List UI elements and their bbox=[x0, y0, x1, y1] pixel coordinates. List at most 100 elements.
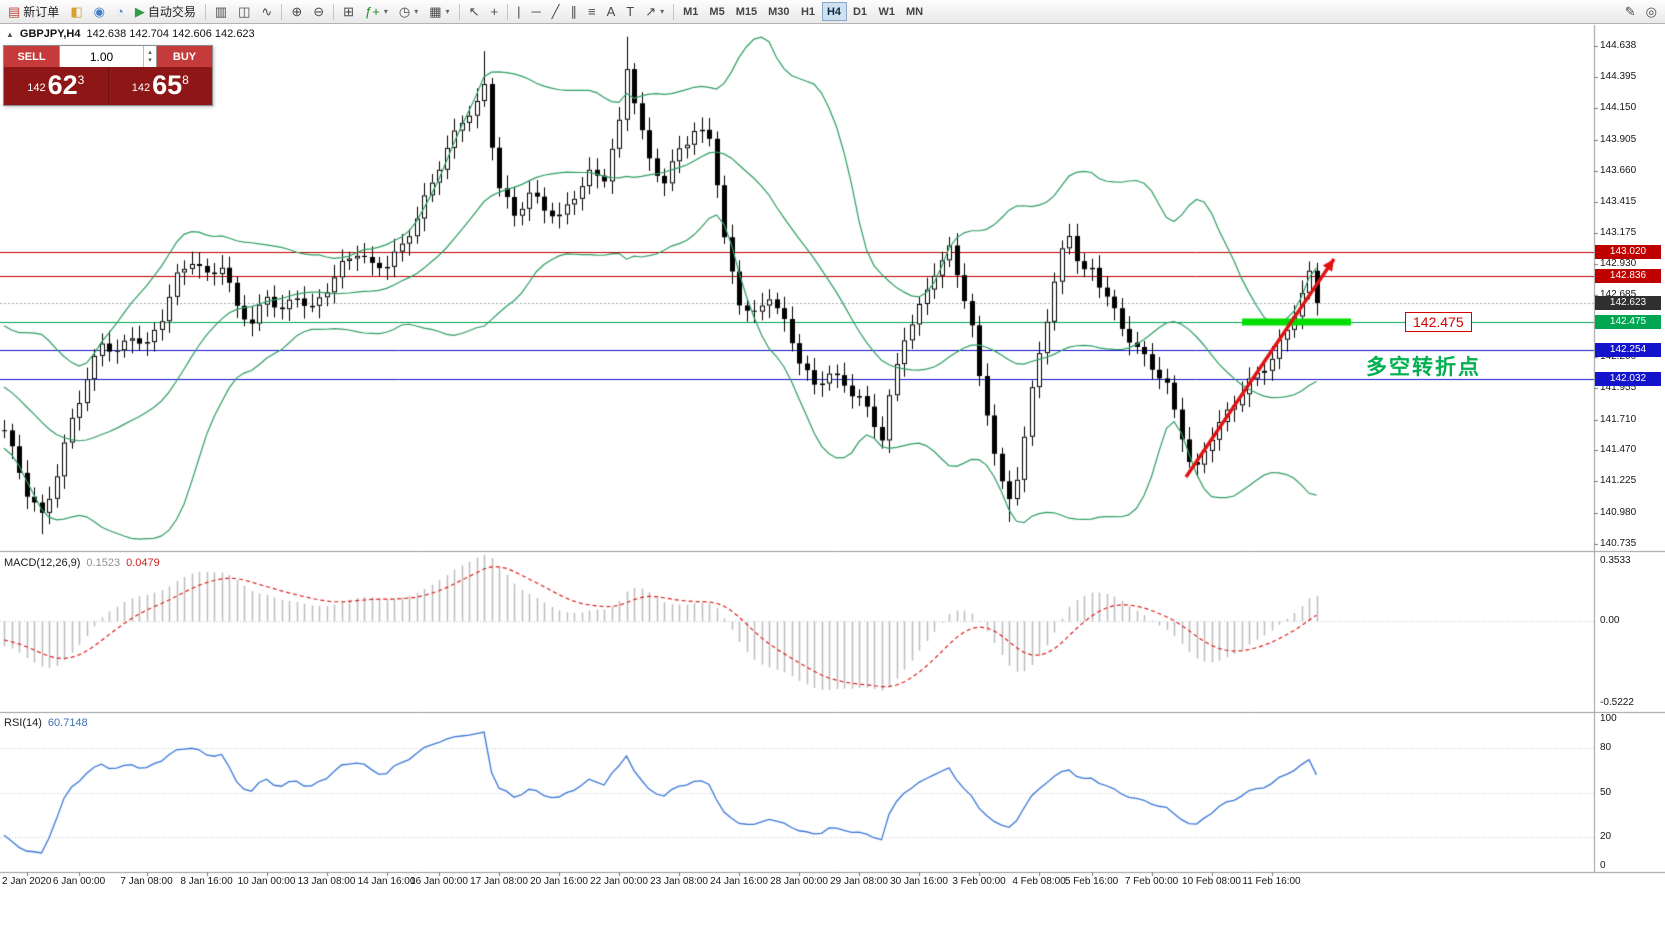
price-level-tag: 142.475 bbox=[1595, 314, 1661, 329]
tile-windows-icon-glyph: ⊞ bbox=[343, 4, 355, 19]
web-terminal-icon-glyph: ◉ bbox=[93, 4, 105, 19]
cursor-icon[interactable]: ↖ bbox=[464, 2, 485, 22]
templates-icon[interactable]: ▦ ▾ bbox=[424, 2, 454, 22]
time-axis-label: 22 Jan 00:00 bbox=[590, 876, 648, 887]
label-icon[interactable]: T bbox=[621, 2, 639, 22]
rsi-scale-label: 20 bbox=[1600, 830, 1612, 842]
caret-down-icon: ▾ bbox=[445, 7, 450, 16]
sell-button[interactable]: SELL bbox=[4, 46, 59, 67]
time-axis-label: 14 Jan 16:00 bbox=[357, 876, 416, 887]
text-icon[interactable]: A bbox=[602, 2, 621, 22]
price-divider bbox=[107, 67, 109, 105]
price-axis-label: 143.415 bbox=[1600, 196, 1637, 208]
time-axis-label: 30 Jan 16:00 bbox=[890, 876, 948, 887]
vertical-line-icon[interactable]: | bbox=[512, 2, 525, 22]
search-icon[interactable]: ◎ bbox=[1641, 2, 1662, 22]
autotrading-icon: ▶ bbox=[134, 4, 145, 19]
symbol-header: ▲ GBPJPY,H4 142.638 142.704 142.606 142.… bbox=[6, 28, 255, 40]
candlestick-chart-icon[interactable]: ◫ bbox=[233, 2, 255, 22]
price-axis-label: 141.955 bbox=[1600, 382, 1637, 394]
lot-spinner[interactable]: ▴ ▾ bbox=[143, 46, 156, 67]
macd-value-main: 0.1523 bbox=[86, 557, 121, 569]
macd-scale-label: -0.5222 bbox=[1600, 697, 1634, 708]
macd-name: MACD(12,26,9) bbox=[4, 557, 81, 569]
time-axis-label: 3 Feb 00:00 bbox=[952, 876, 1006, 887]
indicators-icon-glyph: ƒ+ bbox=[365, 4, 380, 19]
timeframe-h4-button[interactable]: H4 bbox=[821, 2, 847, 21]
edit-chart-icon-glyph: ✎ bbox=[1624, 4, 1636, 19]
symbol-ohlc: 142.638 142.704 142.606 142.623 bbox=[86, 28, 255, 40]
timeframe-m5-button[interactable]: M5 bbox=[709, 5, 725, 18]
rsi-scale-label: 50 bbox=[1600, 786, 1612, 798]
horizontal-line-icon[interactable]: ─ bbox=[526, 2, 545, 22]
price-axis-label: 141.225 bbox=[1600, 475, 1637, 487]
sell-price-display[interactable]: 142 62 3 bbox=[4, 67, 108, 105]
buy-price-display[interactable]: 142 65 8 bbox=[109, 67, 213, 105]
refresh-icon[interactable]: ◔ bbox=[111, 2, 129, 22]
label-icon-glyph: T bbox=[626, 4, 635, 19]
line-chart-icon-glyph: ∿ bbox=[261, 4, 273, 19]
price-axis-label: 144.638 bbox=[1600, 40, 1637, 51]
chart-window-icon[interactable]: ◧ bbox=[65, 2, 87, 22]
spinner-up-icon[interactable]: ▴ bbox=[148, 48, 152, 56]
price-level-tag: 143.020 bbox=[1595, 245, 1661, 260]
time-axis-label: 11 Feb 16:00 bbox=[1242, 876, 1301, 887]
rsi-name: RSI(14) bbox=[4, 717, 42, 729]
symbol-title: GBPJPY,H4 bbox=[19, 28, 81, 40]
time-axis-label: 23 Jan 08:00 bbox=[650, 876, 708, 887]
zoom-in-icon[interactable]: ⊕ bbox=[286, 2, 307, 22]
autotrading-label: 自动交易 bbox=[147, 5, 196, 19]
price-axis-label: 144.150 bbox=[1600, 102, 1637, 114]
lot-size-value: 1.00 bbox=[89, 49, 114, 64]
arrows-icon-glyph: ↗ bbox=[645, 4, 657, 19]
new-order-button[interactable]: ▤ 新订单 bbox=[3, 2, 64, 22]
zoom-out-icon[interactable]: ⊖ bbox=[308, 2, 329, 22]
channel-icon-glyph: ∥ bbox=[570, 4, 578, 19]
new-order-label: 新订单 bbox=[23, 5, 60, 19]
tile-windows-icon[interactable]: ⊞ bbox=[338, 2, 359, 22]
sell-price-sup: 3 bbox=[77, 73, 85, 87]
rsi-scale-label: 100 bbox=[1600, 713, 1617, 724]
macd-label: MACD(12,26,9) 0.1523 0.0479 bbox=[4, 557, 160, 569]
search-icon-glyph: ◎ bbox=[1645, 4, 1657, 19]
line-chart-icon[interactable]: ∿ bbox=[256, 2, 277, 22]
symbol-chart-icon: ▲ bbox=[6, 29, 14, 39]
timeframe-mn-button[interactable]: MN bbox=[906, 5, 924, 18]
timeframe-m1-button[interactable]: M1 bbox=[683, 5, 699, 18]
channel-icon[interactable]: ∥ bbox=[566, 2, 583, 22]
buy-price-big: 65 bbox=[152, 70, 183, 100]
text-icon-glyph: A bbox=[606, 4, 616, 19]
spinner-down-icon[interactable]: ▾ bbox=[148, 56, 152, 64]
time-axis-label: 24 Jan 16:00 bbox=[710, 876, 768, 887]
crosshair-icon[interactable]: + bbox=[485, 2, 503, 22]
price-callout[interactable]: 142.475 bbox=[1405, 312, 1472, 332]
toolbar-right-group: ✎ ◎ bbox=[1620, 2, 1662, 22]
bar-chart-icon[interactable]: ▥ bbox=[210, 2, 232, 22]
timeframe-w1-button[interactable]: W1 bbox=[878, 5, 896, 18]
time-axis-label: 10 Jan 00:00 bbox=[237, 876, 296, 887]
autotrading-button[interactable]: ▶ 自动交易 bbox=[130, 2, 201, 22]
trendline-icon[interactable]: ╱ bbox=[547, 2, 565, 22]
macd-value-signal: 0.0479 bbox=[126, 557, 160, 569]
toolbar-separator bbox=[507, 3, 509, 20]
timeframe-m15-button[interactable]: M15 bbox=[735, 5, 758, 18]
time-axis-label: 8 Jan 16:00 bbox=[180, 876, 233, 887]
time-axis-label: 4 Feb 08:00 bbox=[1012, 876, 1066, 887]
timeframe-h1-button[interactable]: H1 bbox=[800, 5, 816, 18]
lot-size-input[interactable]: 1.00 ▴ ▾ bbox=[59, 46, 157, 67]
periods-icon[interactable]: ◷ ▾ bbox=[394, 2, 423, 22]
web-terminal-icon[interactable]: ◉ bbox=[89, 2, 110, 22]
annotation-text[interactable]: 多空转折点 bbox=[1366, 356, 1481, 379]
buy-button[interactable]: BUY bbox=[157, 46, 212, 67]
arrows-icon[interactable]: ↗ ▾ bbox=[640, 2, 669, 22]
timeframe-m30-button[interactable]: M30 bbox=[768, 5, 790, 18]
buy-price-prefix: 142 bbox=[131, 82, 151, 94]
edit-chart-icon[interactable]: ✎ bbox=[1620, 2, 1641, 22]
candlestick-chart-icon-glyph: ◫ bbox=[238, 4, 251, 19]
fibonacci-icon[interactable]: ≡ bbox=[583, 2, 601, 22]
time-axis-label: 13 Jan 08:00 bbox=[297, 876, 356, 887]
timeframe-d1-button[interactable]: D1 bbox=[852, 5, 868, 18]
indicators-icon[interactable]: ƒ+ ▾ bbox=[360, 2, 393, 22]
